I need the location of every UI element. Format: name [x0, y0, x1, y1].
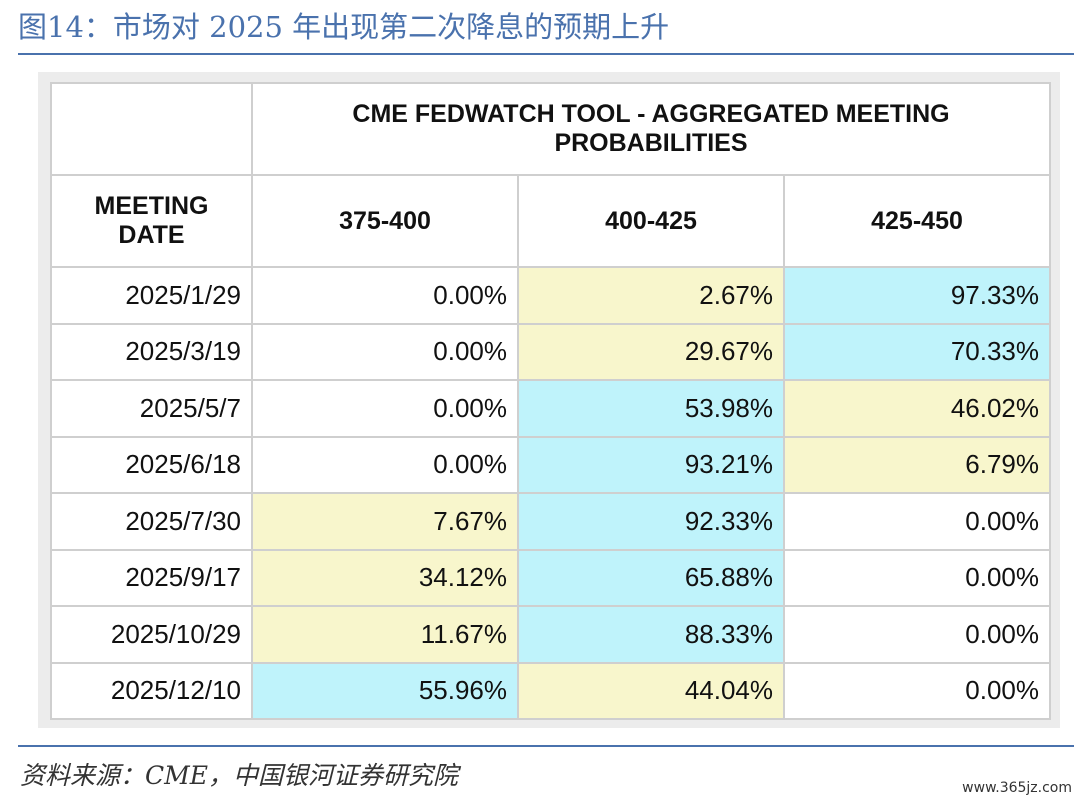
- probability-cell-425-450: 70.33%: [783, 322, 1051, 381]
- source-divider: [18, 745, 1074, 747]
- column-header-400-425: 400-425: [517, 174, 785, 268]
- probability-cell-400-425: 88.33%: [517, 605, 785, 664]
- probability-cell-375-400: 55.96%: [251, 661, 519, 720]
- column-header-375-400: 375-400: [251, 174, 519, 268]
- table-row: 2025/3/19 0.00% 29.67% 70.33%: [50, 322, 1051, 381]
- table-row: 2025/1/29 0.00% 2.67% 97.33%: [50, 266, 1051, 325]
- table-row: 2025/9/17 34.12% 65.88% 0.00%: [50, 548, 1051, 607]
- probability-cell-375-400: 0.00%: [251, 322, 519, 381]
- table-row: 2025/12/10 55.96% 44.04% 0.00%: [50, 661, 1051, 720]
- probability-cell-375-400: 34.12%: [251, 548, 519, 607]
- table-row: 2025/5/7 0.00% 53.98% 46.02%: [50, 379, 1051, 438]
- probability-cell-400-425: 65.88%: [517, 548, 785, 607]
- meeting-date-cell: 2025/3/19: [50, 322, 253, 381]
- column-header-meeting-date: MEETING DATE: [50, 174, 253, 268]
- source-note: 资料来源：CME，中国银河证券研究院: [20, 761, 458, 790]
- meeting-date-cell: 2025/1/29: [50, 266, 253, 325]
- title-divider: [18, 53, 1074, 55]
- table-row: 2025/7/30 7.67% 92.33% 0.00%: [50, 492, 1051, 551]
- watermark: www.365jz.com: [962, 780, 1072, 796]
- table-panel: CME FEDWATCH TOOL - AGGREGATED MEETING P…: [38, 72, 1060, 728]
- probability-cell-400-425: 93.21%: [517, 435, 785, 494]
- probability-cell-425-450: 0.00%: [783, 548, 1051, 607]
- table-row: 2025/10/29 11.67% 88.33% 0.00%: [50, 605, 1051, 664]
- probability-cell-425-450: 97.33%: [783, 266, 1051, 325]
- probability-cell-400-425: 29.67%: [517, 322, 785, 381]
- probability-cell-375-400: 11.67%: [251, 605, 519, 664]
- probability-cell-400-425: 92.33%: [517, 492, 785, 551]
- meeting-date-cell: 2025/10/29: [50, 605, 253, 664]
- corner-cell: [50, 82, 253, 176]
- column-header-425-450: 425-450: [783, 174, 1051, 268]
- probability-cell-375-400: 7.67%: [251, 492, 519, 551]
- table-caption: CME FEDWATCH TOOL - AGGREGATED MEETING P…: [251, 82, 1051, 176]
- table-body: 2025/1/29 0.00% 2.67% 97.33% 2025/3/19 0…: [50, 266, 1051, 720]
- probability-cell-375-400: 0.00%: [251, 435, 519, 494]
- probability-cell-425-450: 0.00%: [783, 661, 1051, 720]
- probability-cell-425-450: 0.00%: [783, 605, 1051, 664]
- meeting-date-cell: 2025/5/7: [50, 379, 253, 438]
- probability-cell-375-400: 0.00%: [251, 379, 519, 438]
- fedwatch-probability-table: CME FEDWATCH TOOL - AGGREGATED MEETING P…: [50, 82, 1051, 720]
- probability-cell-400-425: 53.98%: [517, 379, 785, 438]
- probability-cell-425-450: 0.00%: [783, 492, 1051, 551]
- probability-cell-375-400: 0.00%: [251, 266, 519, 325]
- table-row: 2025/6/18 0.00% 93.21% 6.79%: [50, 435, 1051, 494]
- meeting-date-cell: 2025/9/17: [50, 548, 253, 607]
- figure-title: 图14：市场对 2025 年出现第二次降息的预期上升: [18, 10, 670, 44]
- probability-cell-400-425: 44.04%: [517, 661, 785, 720]
- probability-cell-425-450: 46.02%: [783, 379, 1051, 438]
- meeting-date-cell: 2025/7/30: [50, 492, 253, 551]
- probability-cell-425-450: 6.79%: [783, 435, 1051, 494]
- probability-cell-400-425: 2.67%: [517, 266, 785, 325]
- meeting-date-cell: 2025/6/18: [50, 435, 253, 494]
- meeting-date-cell: 2025/12/10: [50, 661, 253, 720]
